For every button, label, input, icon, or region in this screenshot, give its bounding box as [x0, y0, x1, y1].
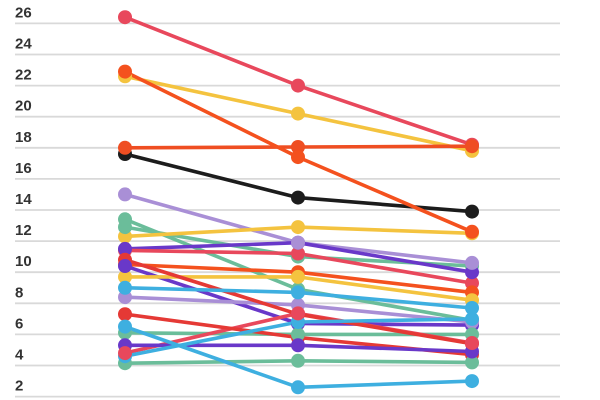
- data-point: [118, 241, 132, 256]
- data-point: [118, 259, 132, 273]
- data-point: [291, 140, 305, 154]
- data-point: [291, 353, 305, 368]
- data-point: [118, 346, 132, 361]
- data-point: [465, 224, 479, 239]
- data-point: [291, 338, 305, 353]
- y-tick-label: 22: [15, 67, 32, 84]
- data-point: [291, 285, 305, 300]
- data-point: [291, 269, 305, 284]
- data-point: [291, 246, 305, 261]
- data-point: [465, 336, 479, 350]
- data-point: [118, 64, 132, 79]
- y-tick-label: 14: [15, 191, 32, 208]
- data-point: [118, 140, 132, 155]
- data-point: [291, 380, 305, 395]
- data-point: [118, 280, 132, 295]
- y-tick-label: 12: [15, 222, 32, 239]
- data-point: [291, 220, 305, 235]
- data-point: [291, 306, 305, 321]
- data-point: [465, 301, 479, 315]
- data-point: [465, 355, 479, 370]
- data-point: [291, 150, 305, 165]
- data-point: [291, 78, 305, 93]
- y-tick-label: 18: [15, 129, 32, 146]
- y-tick-label: 16: [15, 160, 32, 177]
- data-point: [118, 319, 132, 334]
- data-point: [118, 212, 132, 227]
- y-tick-label: 10: [15, 253, 32, 270]
- data-point: [118, 307, 132, 322]
- data-point: [291, 190, 305, 205]
- y-tick-label: 6: [15, 315, 23, 332]
- data-point: [465, 374, 479, 389]
- data-point: [465, 311, 479, 326]
- y-tick-label: 20: [15, 98, 32, 115]
- y-tick-label: 26: [15, 4, 32, 21]
- data-point: [291, 327, 305, 342]
- y-tick-label: 24: [15, 36, 32, 53]
- data-point: [465, 139, 479, 154]
- y-tick-label: 4: [15, 347, 24, 364]
- data-point: [465, 255, 479, 270]
- data-point: [291, 106, 305, 121]
- data-point: [118, 269, 132, 284]
- data-point: [465, 204, 479, 219]
- y-tick-label: 8: [15, 284, 23, 301]
- data-point: [291, 235, 305, 250]
- y-tick-label: 2: [15, 378, 23, 395]
- data-point: [118, 10, 132, 25]
- data-point: [118, 187, 132, 202]
